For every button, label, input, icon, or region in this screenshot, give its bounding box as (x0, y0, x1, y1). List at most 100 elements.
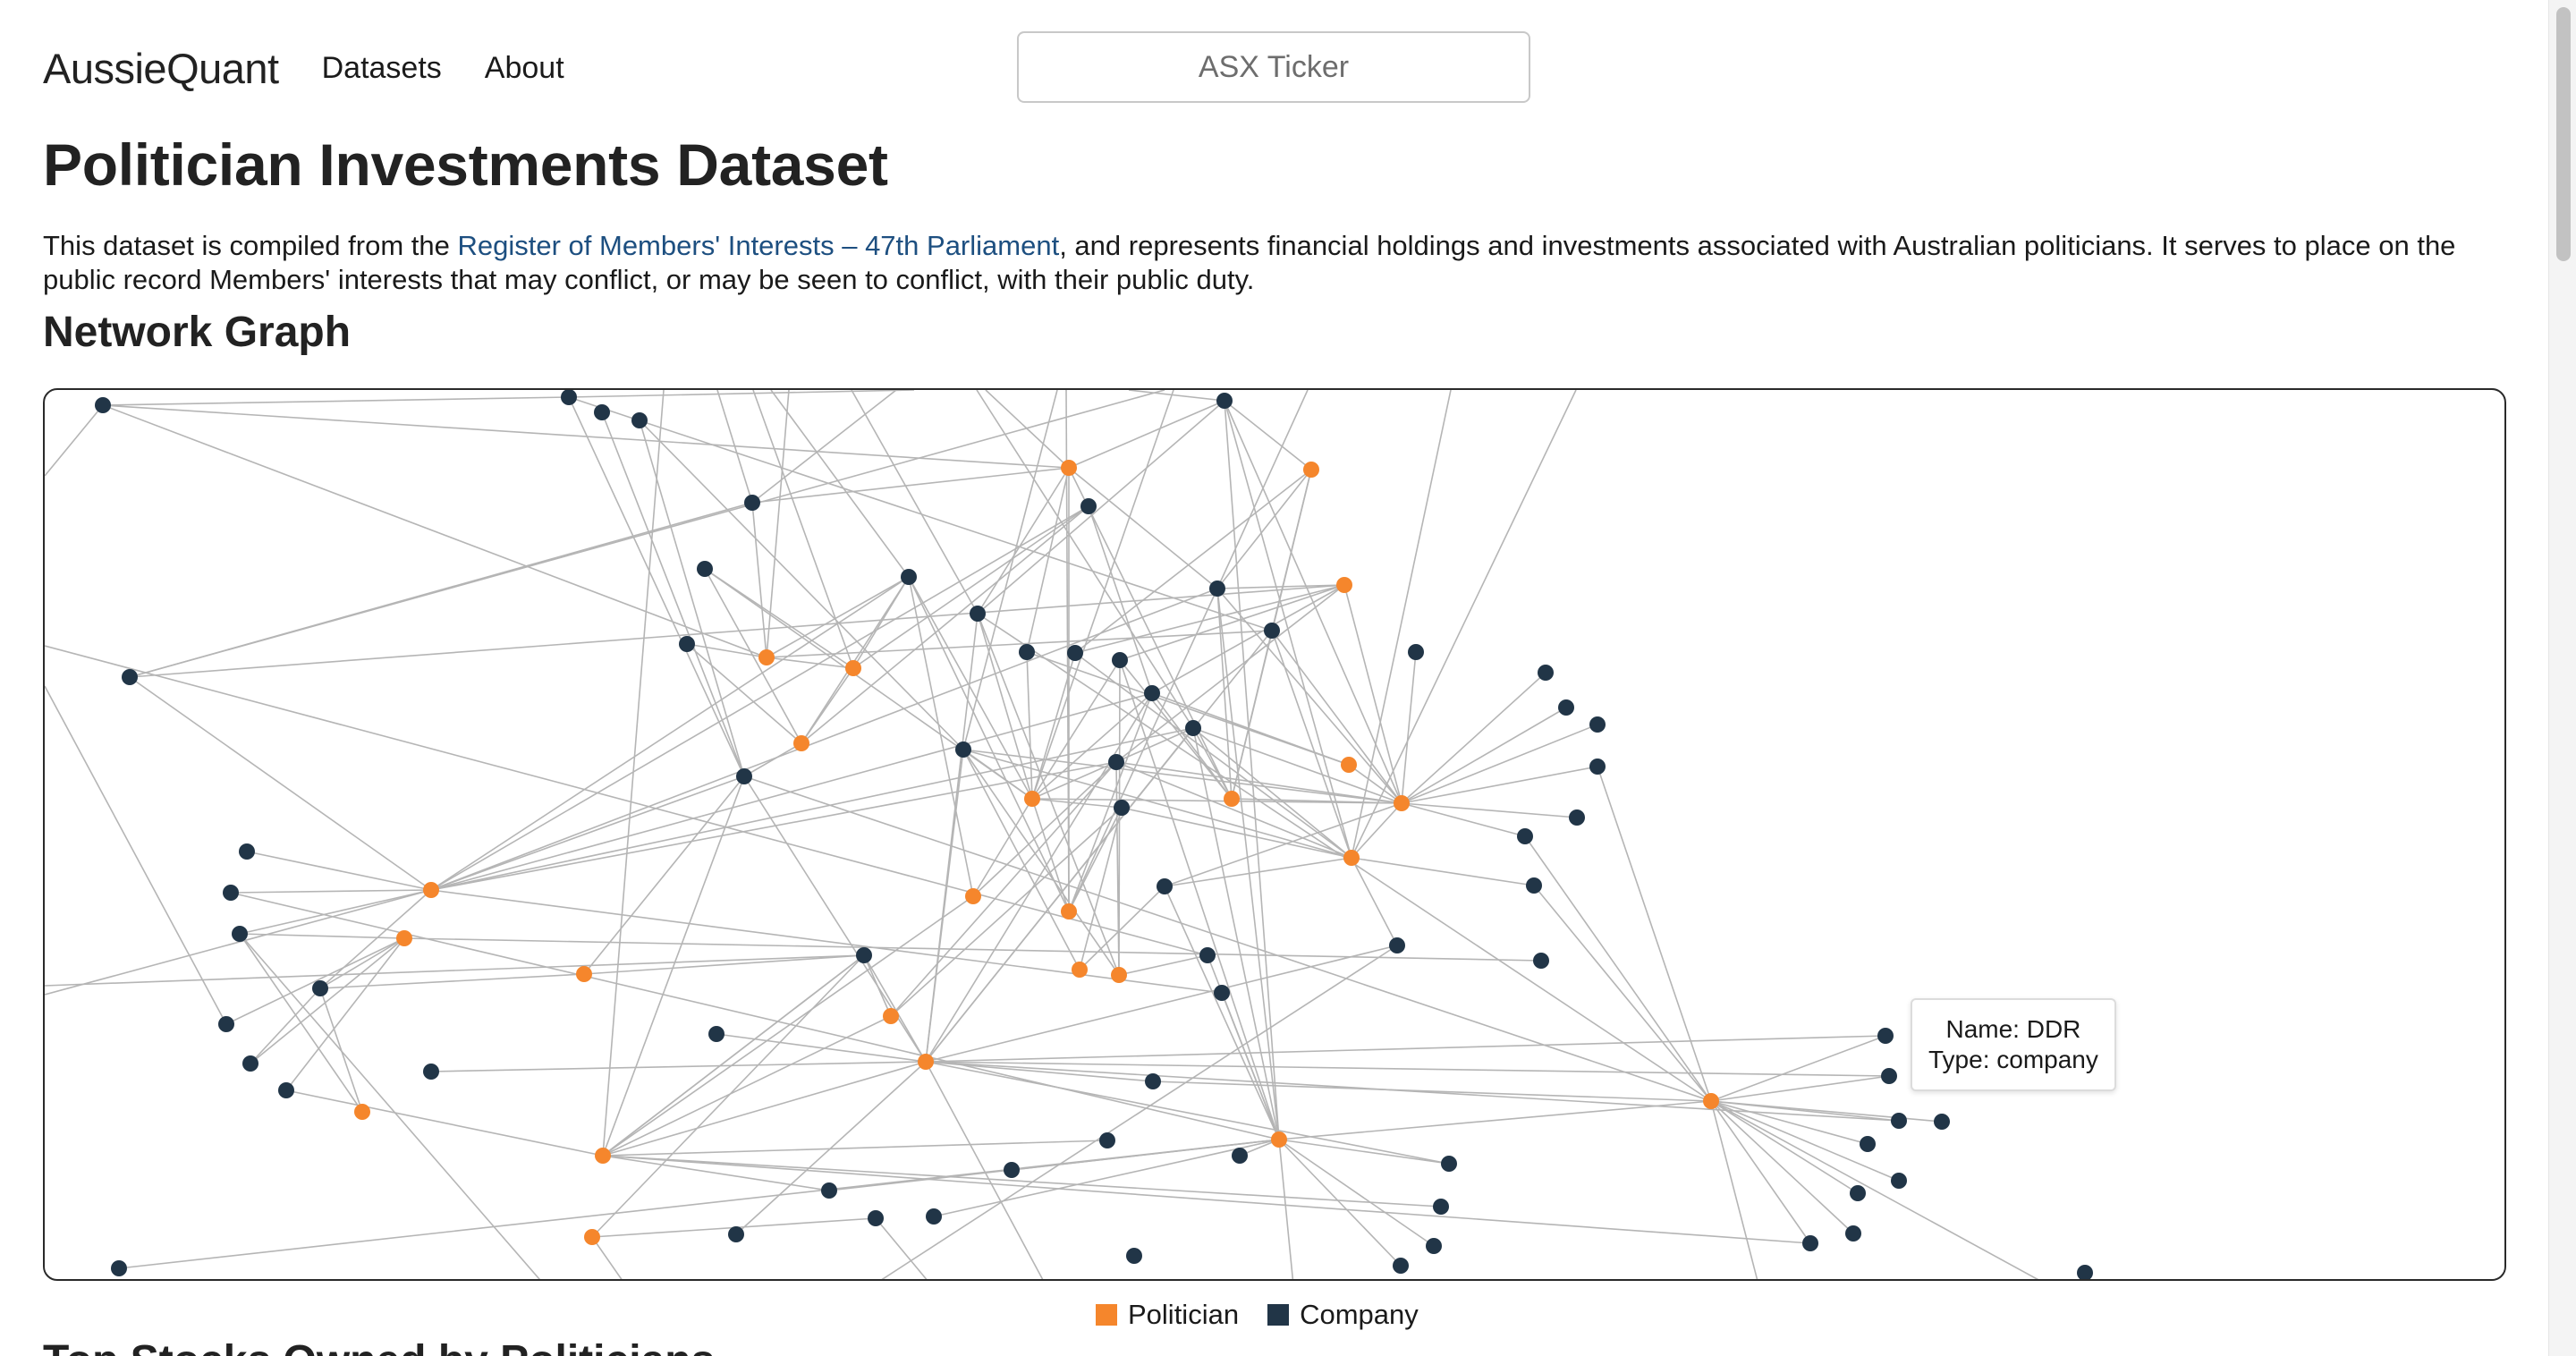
politician-node[interactable] (793, 735, 809, 751)
company-node[interactable] (697, 561, 713, 577)
company-node[interactable] (1264, 623, 1280, 639)
politician-node[interactable] (883, 1008, 899, 1024)
company-node[interactable] (1144, 685, 1160, 701)
company-node[interactable] (1126, 1248, 1142, 1264)
company-node[interactable] (1517, 828, 1533, 844)
company-node[interactable] (561, 389, 577, 405)
politician-node[interactable] (1343, 850, 1360, 866)
politician-node[interactable] (423, 882, 439, 898)
company-node[interactable] (1199, 947, 1216, 963)
politician-node[interactable] (965, 888, 981, 904)
company-node[interactable] (970, 606, 986, 622)
company-node[interactable] (122, 669, 138, 685)
company-node[interactable] (1533, 953, 1549, 969)
company-node[interactable] (1067, 645, 1083, 661)
company-node[interactable] (821, 1182, 837, 1199)
scrollbar-thumb[interactable] (2556, 7, 2571, 261)
company-node[interactable] (955, 742, 971, 758)
company-node[interactable] (1114, 800, 1130, 816)
company-node[interactable] (2077, 1265, 2093, 1281)
page-scrollbar[interactable] (2548, 0, 2576, 1356)
company-node[interactable] (744, 495, 760, 511)
company-node[interactable] (1589, 759, 1606, 775)
company-node[interactable] (1558, 699, 1574, 716)
company-node[interactable] (1589, 716, 1606, 733)
politician-node[interactable] (1341, 757, 1357, 773)
brand-logo-link[interactable]: AussieQuant (43, 44, 279, 92)
politician-node[interactable] (758, 649, 775, 665)
politician-node[interactable] (396, 930, 412, 946)
company-node[interactable] (111, 1260, 127, 1276)
company-node[interactable] (1108, 754, 1124, 770)
company-node[interactable] (708, 1026, 724, 1042)
politician-node[interactable] (1271, 1131, 1287, 1148)
nav-link-about[interactable]: About (484, 50, 564, 85)
company-node[interactable] (856, 947, 872, 963)
politician-node[interactable] (1303, 462, 1319, 478)
company-node[interactable] (736, 768, 752, 784)
company-node[interactable] (239, 843, 255, 860)
company-node[interactable] (1019, 644, 1035, 660)
politician-node[interactable] (1024, 791, 1040, 807)
company-node[interactable] (1433, 1199, 1449, 1215)
company-node[interactable] (1891, 1173, 1907, 1189)
company-node[interactable] (242, 1055, 258, 1072)
company-node[interactable] (1881, 1068, 1897, 1084)
network-graph-panel[interactable] (43, 388, 2506, 1281)
politician-node[interactable] (1111, 967, 1127, 983)
company-node[interactable] (679, 636, 695, 652)
company-node[interactable] (1850, 1185, 1866, 1201)
company-node[interactable] (1157, 878, 1173, 894)
company-node[interactable] (1934, 1114, 1950, 1130)
company-node[interactable] (1877, 1028, 1894, 1044)
politician-node[interactable] (845, 660, 861, 676)
company-node[interactable] (1891, 1113, 1907, 1129)
company-node[interactable] (312, 980, 328, 996)
politician-node[interactable] (354, 1104, 370, 1120)
company-node[interactable] (278, 1082, 294, 1098)
company-node[interactable] (1209, 581, 1225, 597)
company-node[interactable] (1441, 1156, 1457, 1172)
company-node[interactable] (1426, 1238, 1442, 1254)
company-node[interactable] (1216, 393, 1233, 409)
company-node[interactable] (1860, 1136, 1876, 1152)
company-node[interactable] (868, 1210, 884, 1226)
company-node[interactable] (223, 885, 239, 901)
politician-node[interactable] (918, 1054, 934, 1070)
company-node[interactable] (1526, 877, 1542, 894)
company-node[interactable] (1112, 652, 1128, 668)
company-node[interactable] (1802, 1235, 1818, 1251)
company-node[interactable] (594, 404, 610, 420)
politician-node[interactable] (1072, 962, 1088, 978)
company-node[interactable] (232, 926, 248, 942)
company-node[interactable] (1408, 644, 1424, 660)
politician-node[interactable] (584, 1229, 600, 1245)
company-node[interactable] (218, 1016, 234, 1032)
company-node[interactable] (1393, 1258, 1409, 1274)
company-node[interactable] (423, 1064, 439, 1080)
company-node[interactable] (1145, 1073, 1161, 1089)
company-node[interactable] (1214, 985, 1230, 1001)
register-source-link[interactable]: Register of Members' Interests – 47th Pa… (457, 230, 1060, 261)
company-node[interactable] (95, 397, 111, 413)
company-node[interactable] (926, 1208, 942, 1225)
company-node[interactable] (728, 1226, 744, 1242)
company-node[interactable] (1845, 1225, 1861, 1242)
politician-node[interactable] (1336, 577, 1352, 593)
politician-node[interactable] (576, 966, 592, 982)
company-node[interactable] (1099, 1132, 1115, 1148)
company-node[interactable] (631, 412, 648, 428)
company-node[interactable] (1080, 498, 1097, 514)
nav-link-datasets[interactable]: Datasets (321, 50, 442, 85)
company-node[interactable] (1185, 720, 1201, 736)
company-node[interactable] (1569, 809, 1585, 826)
company-node[interactable] (1538, 665, 1554, 681)
politician-node[interactable] (1061, 460, 1077, 476)
company-node[interactable] (1232, 1148, 1248, 1164)
company-node[interactable] (901, 569, 917, 585)
politician-node[interactable] (595, 1148, 611, 1164)
company-node[interactable] (1389, 937, 1405, 953)
politician-node[interactable] (1224, 791, 1240, 807)
company-node[interactable] (1004, 1162, 1020, 1178)
politician-node[interactable] (1061, 903, 1077, 920)
